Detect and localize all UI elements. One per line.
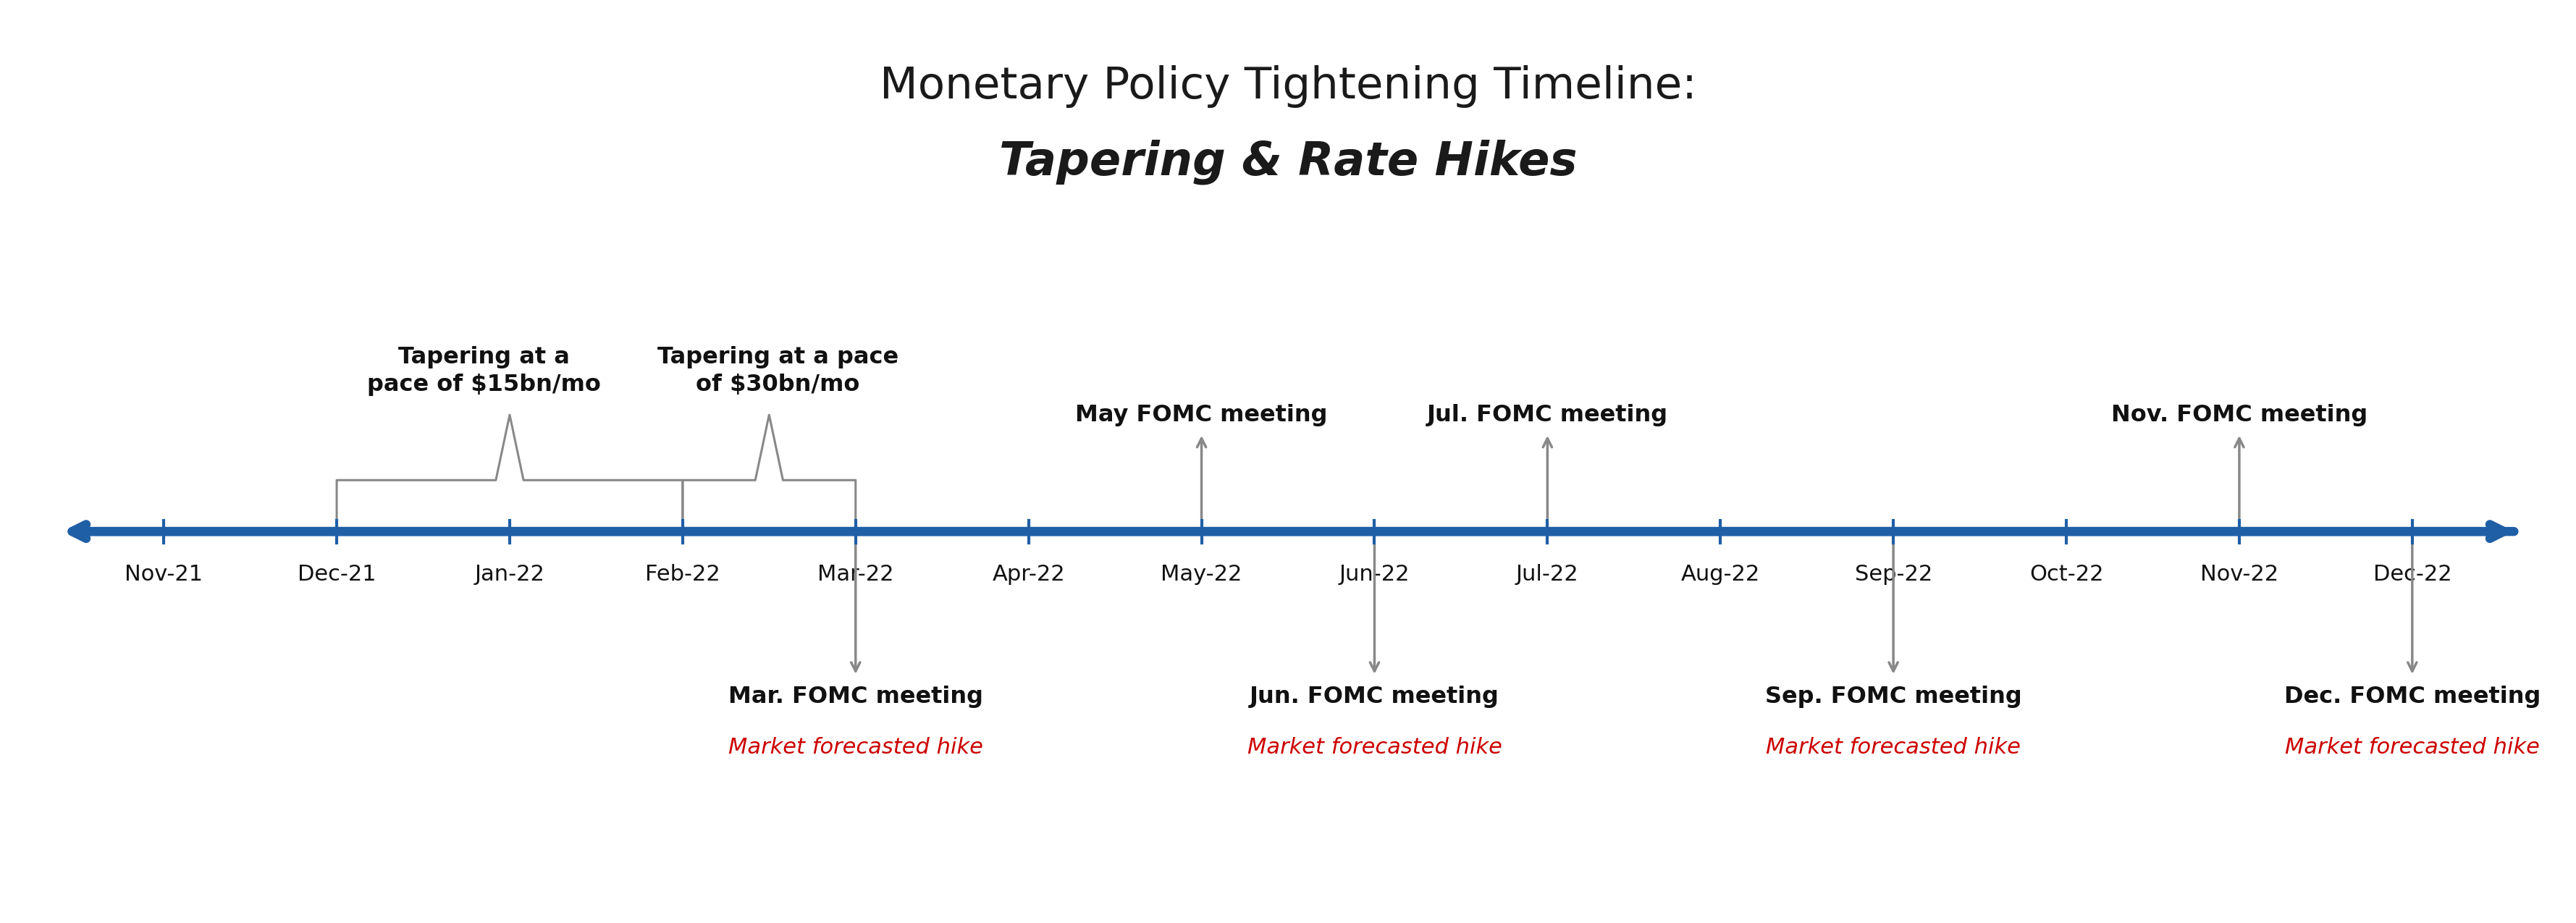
Text: Tapering & Rate Hikes: Tapering & Rate Hikes bbox=[999, 139, 1577, 185]
Text: Dec-22: Dec-22 bbox=[2372, 564, 2452, 585]
Text: Market forecasted hike: Market forecasted hike bbox=[1767, 737, 2020, 758]
Text: Tapering at a pace
of $30bn/mo: Tapering at a pace of $30bn/mo bbox=[657, 346, 899, 396]
Text: Jun-22: Jun-22 bbox=[1340, 564, 1409, 585]
Text: Jan-22: Jan-22 bbox=[474, 564, 544, 585]
Text: Nov-21: Nov-21 bbox=[124, 564, 204, 585]
Text: Dec-21: Dec-21 bbox=[296, 564, 376, 585]
Text: Market forecasted hike: Market forecasted hike bbox=[729, 737, 984, 758]
Text: Oct-22: Oct-22 bbox=[2030, 564, 2105, 585]
Text: Aug-22: Aug-22 bbox=[1682, 564, 1759, 585]
Text: Market forecasted hike: Market forecasted hike bbox=[1247, 737, 1502, 758]
Text: Jul. FOMC meeting: Jul. FOMC meeting bbox=[1427, 403, 1669, 426]
Text: May FOMC meeting: May FOMC meeting bbox=[1074, 403, 1327, 426]
Text: Sep-22: Sep-22 bbox=[1855, 564, 1932, 585]
Text: Sep. FOMC meeting: Sep. FOMC meeting bbox=[1765, 686, 2022, 708]
Text: Market forecasted hike: Market forecasted hike bbox=[2285, 737, 2540, 758]
Text: Dec. FOMC meeting: Dec. FOMC meeting bbox=[2285, 686, 2540, 708]
Text: May-22: May-22 bbox=[1162, 564, 1242, 585]
Text: Nov. FOMC meeting: Nov. FOMC meeting bbox=[2112, 403, 2367, 426]
Text: Jun. FOMC meeting: Jun. FOMC meeting bbox=[1249, 686, 1499, 708]
Text: Mar-22: Mar-22 bbox=[817, 564, 894, 585]
Text: Feb-22: Feb-22 bbox=[644, 564, 721, 585]
Text: Apr-22: Apr-22 bbox=[992, 564, 1064, 585]
Text: Monetary Policy Tightening Timeline:: Monetary Policy Tightening Timeline: bbox=[878, 66, 1698, 108]
Text: Jul-22: Jul-22 bbox=[1517, 564, 1579, 585]
Text: Mar. FOMC meeting: Mar. FOMC meeting bbox=[729, 686, 984, 708]
Text: Tapering at a
pace of $15bn/mo: Tapering at a pace of $15bn/mo bbox=[366, 346, 600, 396]
Text: Nov-22: Nov-22 bbox=[2200, 564, 2277, 585]
